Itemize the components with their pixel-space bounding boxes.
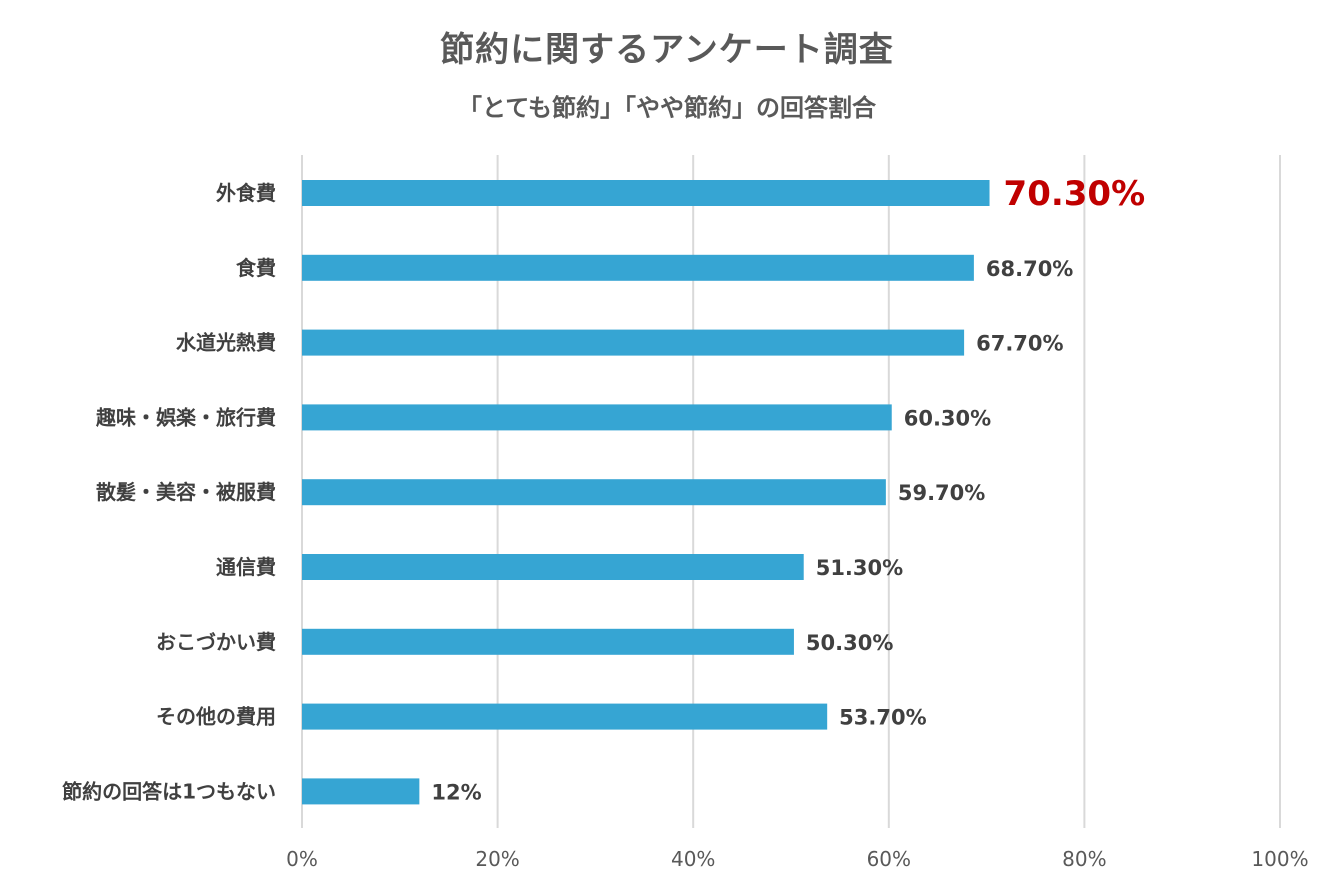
bar bbox=[302, 404, 892, 431]
category-label: 節約の回答は1つもない bbox=[62, 779, 276, 803]
value-label: 12% bbox=[431, 780, 481, 804]
category-label: その他の費用 bbox=[156, 705, 276, 729]
value-label: 67.70% bbox=[976, 332, 1063, 356]
category-label: 水道光熱費 bbox=[176, 331, 276, 355]
category-label: 散髪・美容・被服費 bbox=[96, 480, 276, 504]
bar bbox=[302, 329, 965, 356]
category-label: 食費 bbox=[236, 256, 276, 280]
category-label: おこづかい費 bbox=[156, 630, 276, 654]
bar bbox=[302, 554, 804, 580]
bar bbox=[302, 628, 794, 655]
chart-subtitle: 「とても節約」「やや節約」の回答割合 bbox=[457, 94, 877, 122]
chart-title: 節約に関するアンケート調査 bbox=[440, 30, 894, 70]
x-tick-label: 60% bbox=[867, 847, 911, 871]
value-label: 59.70% bbox=[898, 481, 985, 505]
value-label: 68.70% bbox=[986, 257, 1073, 281]
bar bbox=[302, 778, 420, 805]
value-label: 53.70% bbox=[839, 706, 926, 730]
value-label: 50.30% bbox=[806, 631, 893, 655]
category-label: 外食費 bbox=[216, 181, 276, 205]
x-tick-label: 20% bbox=[475, 847, 519, 871]
bar bbox=[302, 479, 886, 506]
x-tick-label: 40% bbox=[671, 847, 715, 871]
bar bbox=[302, 180, 990, 206]
value-label: 60.30% bbox=[904, 406, 991, 430]
bar bbox=[302, 254, 974, 281]
highlighted-value-label: 70.30% bbox=[1004, 174, 1146, 214]
category-label: 趣味・娯楽・旅行費 bbox=[95, 405, 276, 429]
x-tick-label: 0% bbox=[286, 847, 318, 871]
x-tick-label: 100% bbox=[1251, 847, 1308, 871]
x-tick-label: 80% bbox=[1062, 847, 1106, 871]
category-label: 通信費 bbox=[216, 555, 276, 579]
value-label: 51.30% bbox=[816, 556, 903, 580]
bar bbox=[302, 703, 828, 730]
